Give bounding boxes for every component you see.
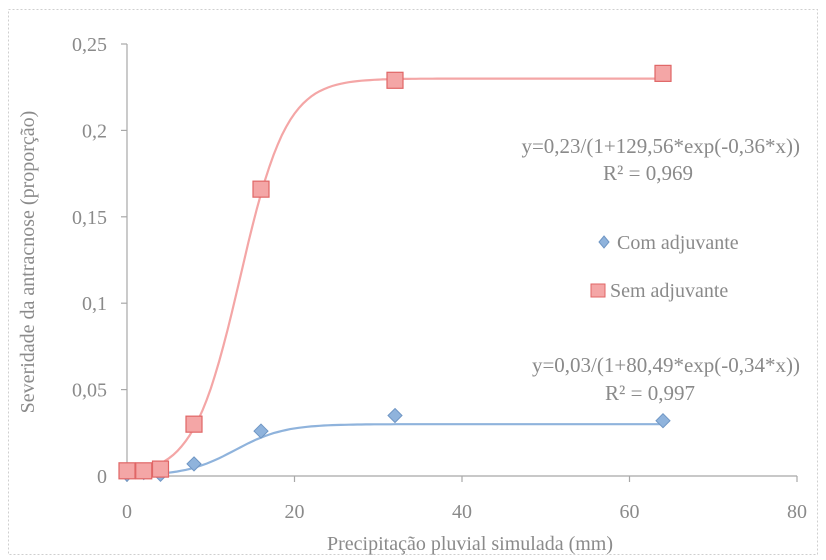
y-tick-label: 0,2 — [82, 120, 107, 142]
x-tick-label: 20 — [285, 501, 305, 523]
y-tick-label: 0,25 — [72, 34, 107, 56]
fit-curve-com-adjuvante — [126, 423, 663, 477]
data-point-com-adjuvante — [186, 456, 202, 472]
legend: Com adjuvante Sem adjuvante — [590, 232, 739, 302]
y-tick-label: 0,1 — [82, 293, 107, 315]
data-point-sem-adjuvante — [118, 462, 136, 480]
data-point-sem-adjuvante — [252, 180, 270, 198]
legend-marker-sem-adjuvante — [590, 283, 606, 298]
r2-sem-adjuvante: R² = 0,969 — [603, 161, 693, 185]
r2-com-adjuvante: R² = 0,997 — [605, 381, 695, 405]
x-axis-title: Precipitação pluvial simulada (mm) — [327, 533, 613, 555]
x-tick-label: 80 — [787, 501, 807, 523]
data-point-sem-adjuvante — [185, 415, 203, 433]
data-point-com-adjuvante — [387, 407, 403, 424]
data-point-sem-adjuvante — [654, 64, 672, 82]
legend-label-sem-adjuvante: Sem adjuvante — [610, 280, 728, 302]
legend-label-com-adjuvante: Com adjuvante — [617, 232, 739, 254]
y-tick-label: 0 — [97, 466, 107, 488]
chart-frame — [8, 9, 818, 555]
x-tick-label: 60 — [620, 501, 640, 523]
data-point-sem-adjuvante — [151, 460, 170, 478]
equation-sem-adjuvante: y=0,23/(1+129,56*exp(-0,36*x)) — [521, 134, 800, 158]
x-tick-label: 40 — [452, 501, 472, 523]
data-point-sem-adjuvante — [386, 71, 404, 89]
y-tick-label: 0,15 — [72, 207, 107, 229]
axes-group: 0 0,05 0,1 0,15 0,2 0,25 0 20 40 60 80 — [72, 34, 807, 523]
x-tick-label: 0 — [122, 501, 132, 523]
data-points-group — [118, 64, 672, 482]
data-point-com-adjuvante — [655, 412, 671, 429]
y-axis-title: Severidade da antracnose (proporção) — [17, 111, 39, 414]
y-tick-label: 0,05 — [72, 380, 107, 402]
legend-marker-com-adjuvante — [598, 235, 610, 249]
data-point-com-adjuvante — [253, 423, 269, 439]
data-point-sem-adjuvante — [135, 462, 153, 480]
equation-com-adjuvante: y=0,03/(1+80,49*exp(-0,34*x)) — [532, 353, 800, 377]
